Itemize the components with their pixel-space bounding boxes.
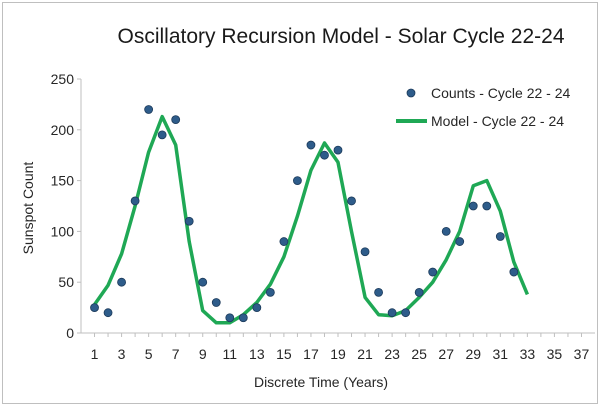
x-tick-label: 27 — [438, 346, 454, 362]
y-tick-label: 0 — [66, 325, 74, 341]
count-point — [130, 196, 140, 206]
count-point — [495, 232, 505, 241]
y-axis-label: Sunspot Count — [20, 162, 36, 255]
legend-label-counts: Counts - Cycle 22 - 24 — [431, 85, 570, 101]
count-point — [90, 303, 99, 313]
x-tick-label: 37 — [574, 346, 590, 362]
count-point — [455, 237, 465, 246]
legend-label-model: Model - Cycle 22 - 24 — [431, 113, 564, 129]
x-tick-label: 33 — [520, 346, 536, 362]
count-point — [401, 308, 411, 318]
count-point — [293, 176, 302, 186]
count-point — [320, 150, 329, 160]
chart-frame: Oscillatory Recursion Model - Solar Cycl… — [2, 2, 598, 404]
count-point — [238, 313, 248, 323]
count-point — [117, 277, 126, 287]
x-tick-label: 21 — [357, 346, 373, 362]
count-point — [252, 303, 262, 313]
count-point — [279, 237, 289, 246]
x-tick-label: 23 — [384, 346, 400, 362]
count-point — [468, 201, 478, 211]
model-line — [93, 114, 530, 325]
count-point — [509, 267, 519, 277]
x-tick-label: 29 — [465, 346, 481, 362]
chart-title: Oscillatory Recursion Model - Solar Cycl… — [118, 25, 565, 48]
x-tick-label: 11 — [223, 346, 238, 362]
count-point — [347, 196, 356, 206]
legend-marker-counts — [406, 88, 416, 98]
series-counts — [90, 105, 519, 323]
x-tick-label: 13 — [249, 346, 265, 362]
count-point — [360, 247, 370, 257]
x-tick-label: 19 — [330, 346, 346, 362]
count-point — [441, 226, 451, 236]
x-axis-label: Discrete Time (Years) — [254, 374, 388, 390]
count-point — [211, 298, 221, 307]
y-tick-label: 200 — [51, 122, 75, 138]
count-point — [103, 308, 113, 318]
chart-svg: Oscillatory Recursion Model - Solar Cycl… — [20, 25, 595, 390]
x-tick-label: 1 — [91, 346, 99, 362]
count-point — [414, 287, 424, 297]
count-point — [333, 145, 343, 155]
count-point — [374, 287, 383, 297]
y-tick-label: 50 — [58, 274, 74, 290]
x-tick-label: 35 — [547, 346, 563, 362]
count-point — [184, 216, 194, 226]
count-point — [265, 287, 275, 297]
x-tick-label: 15 — [276, 346, 292, 362]
x-tick-label: 7 — [172, 346, 180, 362]
count-point — [387, 308, 397, 318]
x-tick-label: 9 — [199, 346, 207, 362]
x-tick-label: 25 — [411, 346, 427, 362]
count-point — [428, 267, 438, 277]
count-point — [157, 130, 167, 140]
y-tick-label: 150 — [51, 173, 75, 189]
x-tick-label: 17 — [303, 346, 319, 362]
y-tick-label: 100 — [51, 223, 75, 239]
legend: Counts - Cycle 22 - 24 Model - Cycle 22 … — [396, 85, 570, 129]
x-tick-label: 31 — [493, 346, 509, 362]
x-tick-label: 3 — [118, 346, 126, 362]
x-tick-label: 5 — [145, 346, 153, 362]
count-point — [225, 313, 235, 323]
y-tick-label: 250 — [51, 71, 75, 87]
count-point — [144, 105, 154, 114]
count-point — [198, 277, 208, 287]
count-point — [482, 201, 492, 211]
series-model — [93, 114, 530, 325]
count-point — [306, 140, 316, 150]
count-point — [171, 115, 181, 125]
